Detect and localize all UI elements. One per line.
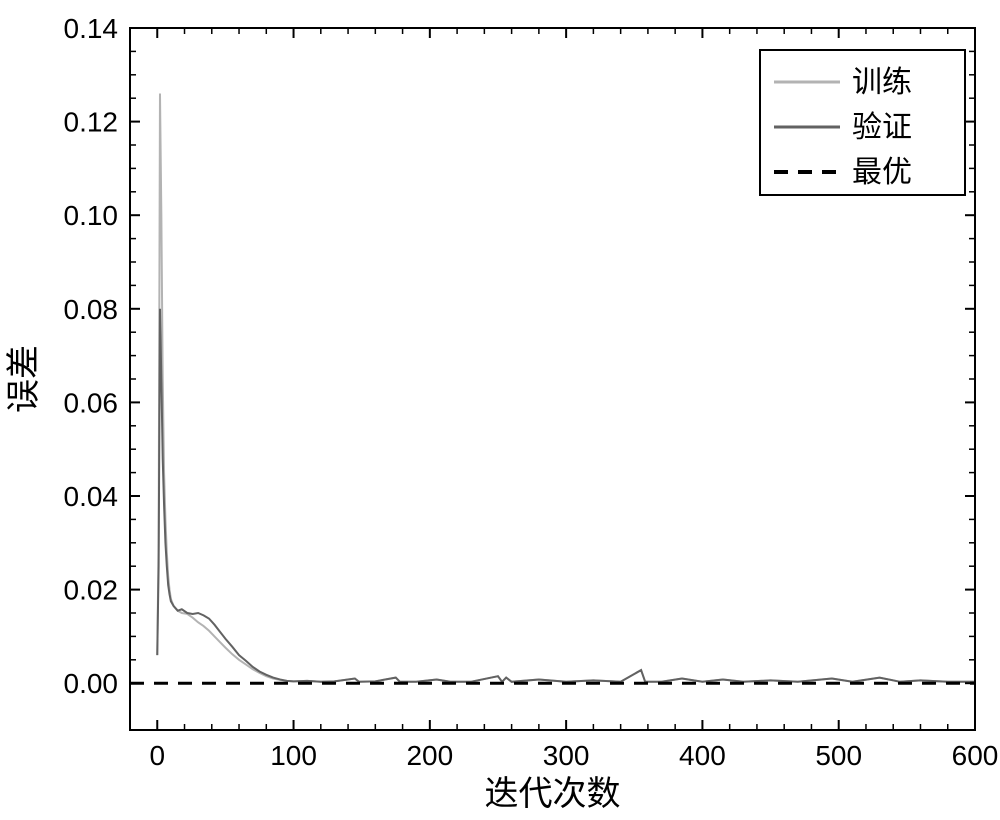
y-tick-label: 0.08 (64, 294, 119, 325)
legend-label: 训练 (852, 66, 912, 99)
y-tick-label: 0.06 (64, 387, 119, 418)
y-tick-label: 0.04 (64, 481, 119, 512)
legend-label: 最优 (852, 156, 912, 189)
x-tick-label: 400 (679, 740, 726, 771)
chart-svg: 0 100 200 300 400 500 600 0.00 0.02 0.04 0.06 0.08 0… (0, 0, 1000, 820)
legend-label: 验证 (852, 111, 912, 144)
x-tick-label: 0 (149, 740, 165, 771)
x-tick-label: 600 (952, 740, 999, 771)
x-tick-label: 100 (270, 740, 317, 771)
y-tick-label: 0.02 (64, 575, 119, 606)
y-tick-label: 0.12 (64, 107, 119, 138)
y-axis-title: 误差 (5, 345, 43, 413)
x-tick-label: 300 (543, 740, 590, 771)
error-vs-iteration-chart: 0 100 200 300 400 500 600 0.00 0.02 0.04 0.06 0.08 0… (0, 0, 1000, 820)
x-tick-label: 500 (815, 740, 862, 771)
y-tick-label: 0.00 (64, 668, 119, 699)
y-tick-label: 0.10 (64, 200, 119, 231)
x-tick-label: 200 (406, 740, 453, 771)
x-axis-title: 迭代次数 (485, 775, 621, 813)
y-tick-label: 0.14 (64, 13, 119, 44)
